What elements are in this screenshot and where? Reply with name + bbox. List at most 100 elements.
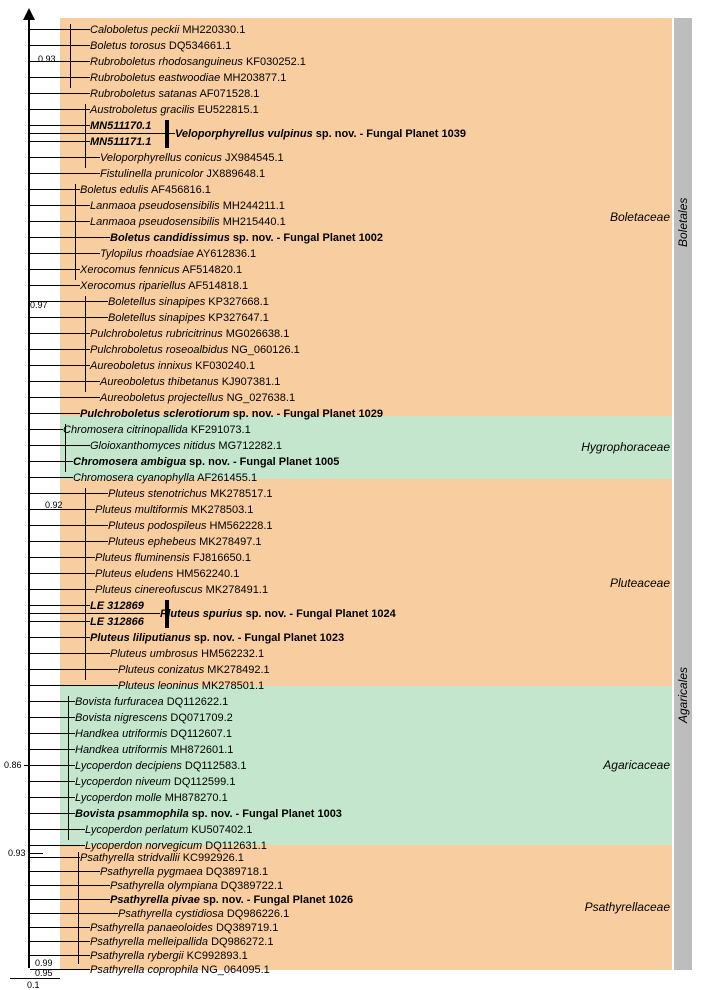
taxon-accession: DQ534661.1 <box>166 40 231 52</box>
taxon-name: Pluteus leoninus <box>118 680 199 692</box>
tree-edge <box>30 829 85 830</box>
taxon-label: Pulchroboletus sclerotiorum sp. nov. - F… <box>80 408 383 420</box>
taxon-label: Boletus candidissimus sp. nov. - Fungal … <box>110 232 383 244</box>
scale-bar <box>10 978 60 979</box>
taxon-name: Lycoperdon decipiens <box>75 760 182 772</box>
taxon-name: Boletellus sinapipes <box>108 312 205 324</box>
taxon-label: Veloporphyrellus conicus JX984545.1 <box>100 152 284 164</box>
tree-edge <box>30 445 90 446</box>
taxon-accession: MG026638.1 <box>223 328 290 340</box>
taxon-label: Pluteus liliputianus sp. nov. - Fungal P… <box>90 632 344 644</box>
tree-edge <box>30 429 63 430</box>
taxon-label: Pluteus ephebeus MK278497.1 <box>108 536 262 548</box>
taxon-label: Pluteus stenotrichus MK278517.1 <box>108 488 273 500</box>
taxon-accession: HM562232.1 <box>198 648 264 660</box>
tree-edge <box>30 381 100 382</box>
taxon-name: Lanmaoa pseudosensibilis <box>90 200 220 212</box>
taxon-accession: KF291073.1 <box>188 424 251 436</box>
arrow-up-icon <box>23 8 35 20</box>
tree-edge <box>30 605 90 606</box>
taxon-accession: DQ112622.1 <box>164 696 229 708</box>
taxon-label: Pluteus multiformis MK278503.1 <box>95 504 253 516</box>
taxon-name: Chromosera cyanophylla <box>73 472 195 484</box>
taxon-name: Aureoboletus projectellus <box>100 392 224 404</box>
support-value: 0.99 <box>35 958 53 968</box>
taxon-label: Chromosera citrinopallida KF291073.1 <box>63 424 251 436</box>
taxon-label: Psathyrella cystidiosa DQ986226.1 <box>118 908 289 920</box>
taxon-name: Pluteus ephebeus <box>108 536 196 548</box>
taxon-label: Gloioxanthomyces nitidus MG712282.1 <box>90 440 282 452</box>
taxon-name: Pulchroboletus sclerotiorum <box>80 408 230 420</box>
taxon-accession: MG712282.1 <box>215 440 282 452</box>
taxon-name: Veloporphyrellus vulpinus <box>175 128 313 140</box>
taxon-accession: AY612836.1 <box>194 248 256 260</box>
tree-edge <box>30 941 90 942</box>
taxon-label: Bovista psammophila sp. nov. - Fungal Pl… <box>75 808 342 820</box>
taxon-label: Lycoperdon molle MH878270.1 <box>75 792 228 804</box>
taxon-accession: NG_027638.1 <box>224 392 296 404</box>
taxon-name: Gloioxanthomyces nitidus <box>90 440 215 452</box>
taxon-name: Rubroboletus satanas <box>90 88 197 100</box>
taxon-label: Handkea utriformis MH872601.1 <box>75 744 233 756</box>
taxon-name: Bovista psammophila <box>75 808 189 820</box>
tree-edge <box>30 857 80 858</box>
taxon-label: Veloporphyrellus vulpinus sp. nov. - Fun… <box>175 128 466 140</box>
taxon-accession: sp. nov. - Fungal Planet 1002 <box>230 232 383 244</box>
taxon-accession: DQ986272.1 <box>208 936 273 948</box>
taxon-label: Boletus edulis AF456816.1 <box>80 184 211 196</box>
taxon-name: Lanmaoa pseudosensibilis <box>90 216 220 228</box>
tree-edge <box>30 133 175 134</box>
tree-edge <box>30 525 108 526</box>
taxon-accession: MH203877.1 <box>220 72 286 84</box>
taxon-accession: DQ071709.2 <box>167 712 232 724</box>
tree-edge <box>30 253 100 254</box>
taxon-name: Lycoperdon molle <box>75 792 162 804</box>
taxon-accession: MH244211.1 <box>220 200 285 212</box>
tree-edge <box>30 269 80 270</box>
taxon-name: Lycoperdon norvegicum <box>85 840 202 852</box>
taxon-name: Psathyrella melleipallida <box>90 936 208 948</box>
taxon-label: Rubroboletus eastwoodiae MH203877.1 <box>90 72 286 84</box>
taxon-accession: JX889648.1 <box>203 168 265 180</box>
taxon-name: Rubroboletus rhodosanguineus <box>90 56 243 68</box>
tree-edge <box>30 461 73 462</box>
taxon-name: Psathyrella pivae <box>110 894 200 906</box>
taxon-label: Bovista furfuracea DQ112622.1 <box>75 696 228 708</box>
taxon-accession: sp. nov. - Fungal Planet 1026 <box>200 894 353 906</box>
tree-edge <box>30 613 160 614</box>
tree-edge <box>30 45 90 46</box>
tree-edge <box>30 285 80 286</box>
taxon-name: Aureoboletus innixus <box>90 360 192 372</box>
taxon-accession: NG_064095.1 <box>198 964 270 976</box>
taxon-name: Lycoperdon perlatum <box>85 824 188 836</box>
taxon-label: Aureoboletus thibetanus KJ907381.1 <box>100 376 280 388</box>
taxon-name: Austroboletus gracilis <box>90 104 195 116</box>
taxon-label: Lycoperdon decipiens DQ112583.1 <box>75 760 246 772</box>
taxon-label: Lycoperdon niveum DQ112599.1 <box>75 776 235 788</box>
taxon-accession: HM562240.1 <box>173 568 239 580</box>
tree-edge <box>30 885 110 886</box>
taxon-name: Pulchroboletus rubricitrinus <box>90 328 223 340</box>
taxon-accession: DQ112607.1 <box>167 728 232 740</box>
tree-edge <box>30 93 90 94</box>
tree-edge <box>24 765 39 766</box>
tree-edge <box>30 157 100 158</box>
taxon-accession: MK278517.1 <box>207 488 272 500</box>
taxon-accession: DQ112599.1 <box>171 776 236 788</box>
taxon-accession: KP327647.1 <box>205 312 269 324</box>
support-value: 0.95 <box>35 968 53 978</box>
taxon-label: Lanmaoa pseudosensibilis MH215440.1 <box>90 216 286 228</box>
taxon-name: Veloporphyrellus conicus <box>100 152 222 164</box>
taxon-name: Pluteus multiformis <box>95 504 188 516</box>
tree-edge <box>30 621 90 622</box>
tree-edge <box>30 333 90 334</box>
tree-edge <box>30 29 90 30</box>
taxon-label: Boletus torosus DQ534661.1 <box>90 40 231 52</box>
taxon-name: Pluteus stenotrichus <box>108 488 207 500</box>
taxon-accession: MK278492.1 <box>204 664 269 676</box>
family-label: Agaricaceae <box>603 758 670 772</box>
taxon-accession: FJ816650.1 <box>190 552 251 564</box>
taxon-label: Boletellus sinapipes KP327647.1 <box>108 312 269 324</box>
taxon-name: Pluteus podospileus <box>108 520 206 532</box>
tree-edge <box>30 189 80 190</box>
